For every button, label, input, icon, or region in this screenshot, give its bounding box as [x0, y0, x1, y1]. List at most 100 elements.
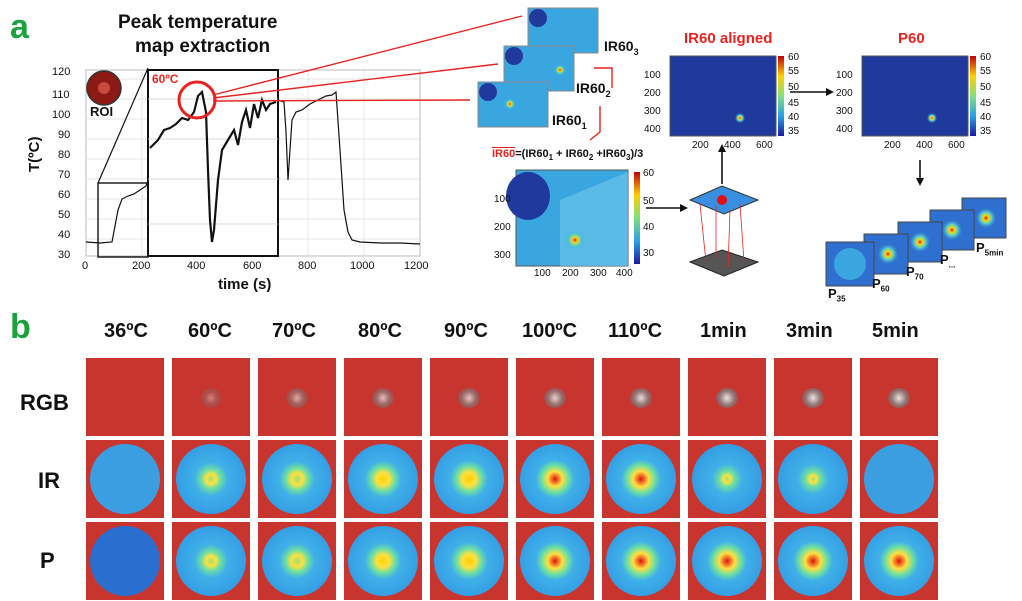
p-ellipsis-label: P... [940, 252, 956, 270]
panel-b-letter: b [10, 308, 31, 346]
col-header-2: 60ºC [188, 320, 232, 342]
col-header-4: 80ºC [358, 320, 402, 342]
ir-tile [172, 440, 250, 518]
ir60-aligned-title: IR60 aligned [684, 30, 773, 47]
ir-disc [606, 444, 676, 514]
zoom-trace [149, 89, 277, 243]
p-tile [430, 522, 508, 600]
p5min-label: P5min [976, 240, 1004, 258]
ir-disc [176, 444, 246, 514]
p-tile [516, 522, 594, 600]
p-map-stack [825, 197, 1007, 287]
ir-tile [516, 440, 594, 518]
col-header-3: 70ºC [272, 320, 316, 342]
ir60-1-label: IR601 [552, 112, 587, 131]
p-tile [688, 522, 766, 600]
p60-stack-label: P60 [872, 276, 890, 294]
ir-tile [602, 440, 680, 518]
rgb-tile [688, 358, 766, 436]
rgb-tile [430, 358, 508, 436]
p-disc [262, 526, 332, 596]
col-header-10: 5min [872, 320, 919, 342]
lesion-mark [372, 388, 394, 408]
p-tile [344, 522, 422, 600]
ir-disc [90, 444, 160, 514]
ir-tile [688, 440, 766, 518]
y-axis-label: T(ºC) [26, 136, 43, 172]
lesion-mark [544, 388, 566, 408]
rgb-tile [860, 358, 938, 436]
lesion-mark [716, 388, 738, 408]
lesion-mark [286, 388, 308, 408]
col-header-6: 100ºC [522, 320, 578, 342]
p-disc [348, 526, 418, 596]
col-header-5: 90ºC [444, 320, 488, 342]
p-disc [90, 526, 160, 596]
extraction-arrows [212, 15, 613, 141]
title-line-1: Peak temperature [118, 12, 278, 33]
p60-map [861, 55, 969, 137]
p60-title: P60 [898, 30, 925, 47]
rgb-tile [774, 358, 852, 436]
ir-disc [434, 444, 504, 514]
raw-stack-plane [688, 249, 760, 277]
ir-tile [430, 440, 508, 518]
ir-disc [692, 444, 762, 514]
col-header-1: 36ºC [104, 320, 148, 342]
rgb-tile [602, 358, 680, 436]
lesion-mark [630, 388, 652, 408]
p60-colorbar [970, 56, 976, 136]
panel-a-figure [85, 7, 1007, 287]
ir-tile [860, 440, 938, 518]
rgb-tile [516, 358, 594, 436]
col-header-9: 3min [786, 320, 833, 342]
peak-highlight-circle [177, 80, 217, 120]
lesion-mark [200, 388, 222, 408]
p-disc [864, 526, 934, 596]
panel-a-letter: a [10, 8, 29, 46]
p-tile [86, 522, 164, 600]
p-disc [692, 526, 762, 596]
p-tile [258, 522, 336, 600]
averaged-colorbar [634, 172, 640, 264]
ir-tile [344, 440, 422, 518]
row-label-p: P [40, 548, 55, 573]
sixty-degree-label: 60ºC [152, 72, 179, 86]
ir-tile [86, 440, 164, 518]
p70-label: P70 [906, 264, 924, 282]
p-tile [860, 522, 938, 600]
ir-disc [778, 444, 848, 514]
lesion-mark [888, 388, 910, 408]
aligned-colorbar [778, 56, 784, 136]
ir-tile [774, 440, 852, 518]
rgb-tile [86, 358, 164, 436]
row-label-ir: IR [38, 468, 60, 493]
ir60-3-label: IR603 [604, 38, 639, 57]
lesion-mark [802, 388, 824, 408]
ir-tile [258, 440, 336, 518]
p-tile [602, 522, 680, 600]
p-disc [434, 526, 504, 596]
lesion-mark [458, 388, 480, 408]
title-line-2: map extraction [135, 36, 271, 57]
col-header-7: 110ºC [608, 320, 663, 342]
ir-disc [520, 444, 590, 514]
p-tile [172, 522, 250, 600]
roi-label: ROI [90, 104, 114, 119]
ir-disc [348, 444, 418, 514]
ir60-aligned-map [669, 55, 777, 137]
rgb-tile [172, 358, 250, 436]
p-disc [778, 526, 848, 596]
col-header-8: 1min [700, 320, 747, 342]
ir60-2-label: IR602 [576, 80, 611, 99]
averaging-formula: IR60=(IR601 + IR602 +IR603)/3 [492, 148, 644, 163]
ir-disc [262, 444, 332, 514]
ir-disc [864, 444, 934, 514]
p-disc [606, 526, 676, 596]
rgb-tile [344, 358, 422, 436]
row-label-rgb: RGB [20, 390, 69, 415]
x-axis-label: time (s) [218, 276, 272, 293]
rgb-tile [258, 358, 336, 436]
p35-label: P35 [828, 286, 846, 304]
p-tile [774, 522, 852, 600]
